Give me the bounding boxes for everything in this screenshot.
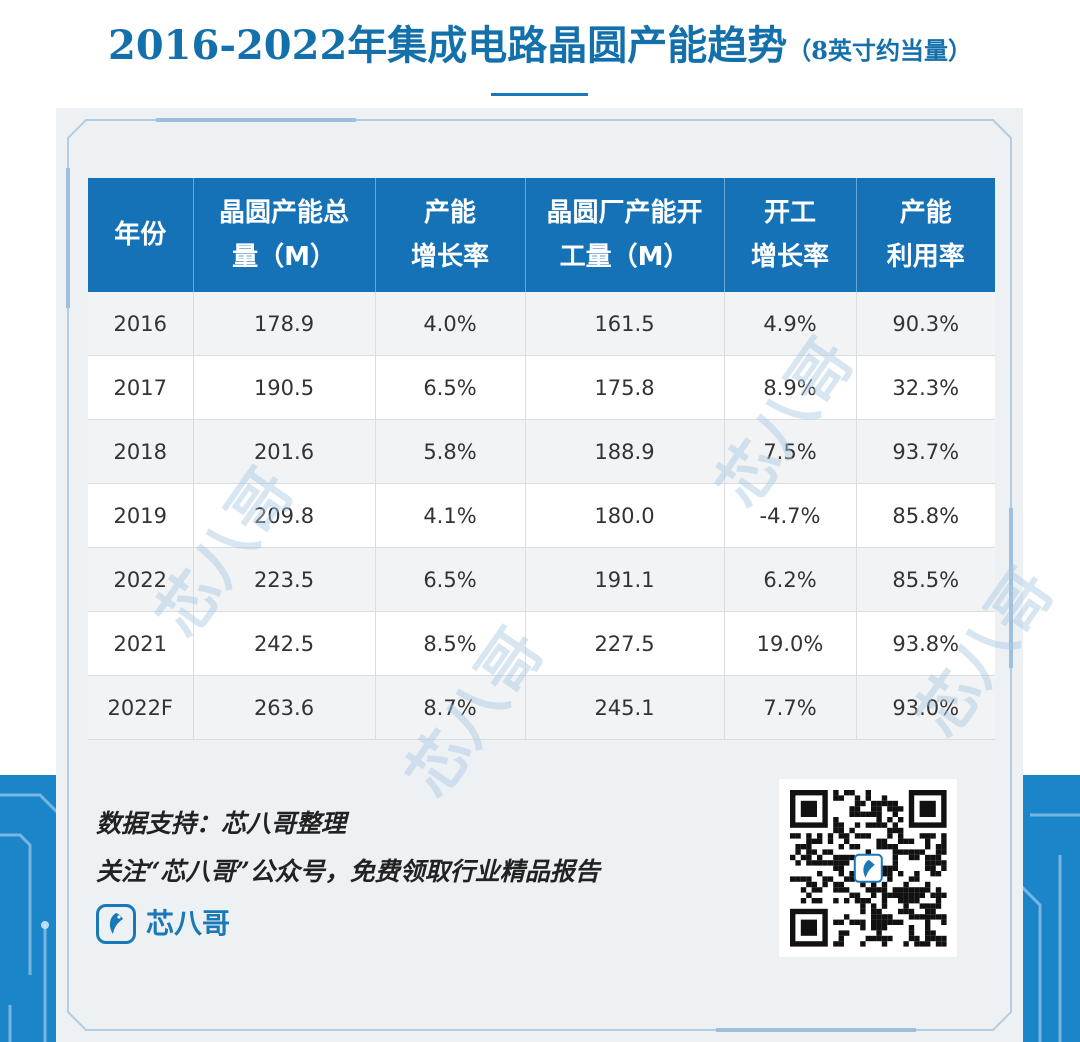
bird-logo-icon [96, 904, 136, 944]
cell-year: 2022 [88, 547, 194, 612]
cell-total-capacity: 178.9 [193, 292, 376, 356]
page-title: 2016-2022年集成电路晶圆产能趋势（8英寸约当量） [0, 18, 1080, 79]
cell-total-capacity: 242.5 [193, 611, 376, 676]
cell-utilization: 85.8% [856, 483, 995, 548]
cell-total-capacity: 190.5 [193, 355, 376, 420]
header-total-capacity: 晶圆产能总 量（M） [193, 178, 376, 292]
card-frame-icon [66, 118, 1013, 1032]
table-row: 2021 242.5 8.5% 227.5 19.0% 93.8% [88, 611, 995, 676]
cell-fab-output: 227.5 [525, 611, 725, 676]
cell-utilization: 93.8% [856, 611, 995, 676]
cell-capacity-growth: 4.0% [375, 292, 526, 356]
cell-total-capacity: 201.6 [193, 419, 376, 484]
title-underline [491, 93, 588, 96]
cell-output-growth: 19.0% [724, 611, 857, 676]
cell-year: 2019 [88, 483, 194, 548]
cell-utilization: 85.5% [856, 547, 995, 612]
capacity-table: 年份 晶圆产能总 量（M） 产能 增长率 晶圆厂产能开 工量（M） 开工 增长率 产能利… [88, 178, 995, 740]
cell-year: 2021 [88, 611, 194, 676]
cell-year: 2017 [88, 355, 194, 420]
cell-utilization: 32.3% [856, 355, 995, 420]
table-header-row: 年份 晶圆产能总 量（M） 产能 增长率 晶圆厂产能开 工量（M） 开工 增长率 产能利… [88, 178, 995, 292]
cell-year: 2016 [88, 292, 194, 356]
qr-code-icon [779, 779, 957, 957]
cell-utilization: 93.0% [856, 675, 995, 740]
table-row: 2022 223.5 6.5% 191.1 6.2% 85.5% [88, 547, 995, 612]
cell-output-growth: 7.5% [724, 419, 857, 484]
cell-year: 2022F [88, 675, 194, 740]
cell-fab-output: 191.1 [525, 547, 725, 612]
cell-capacity-growth: 6.5% [375, 547, 526, 612]
brand-name: 芯八哥 [146, 907, 231, 940]
cell-total-capacity: 223.5 [193, 547, 376, 612]
cell-fab-output: 175.8 [525, 355, 725, 420]
header-fab-output: 晶圆厂产能开 工量（M） [525, 178, 725, 292]
cell-utilization: 93.7% [856, 419, 995, 484]
cell-output-growth: 6.2% [724, 547, 857, 612]
cell-capacity-growth: 8.7% [375, 675, 526, 740]
table-row: 2018 201.6 5.8% 188.9 7.5% 93.7% [88, 419, 995, 484]
table-row: 2016 178.9 4.0% 161.5 4.9% 90.3% [88, 292, 995, 356]
cell-fab-output: 188.9 [525, 419, 725, 484]
table-row: 2017 190.5 6.5% 175.8 8.9% 32.3% [88, 355, 995, 420]
cell-output-growth: 4.9% [724, 292, 857, 356]
brand-logo: 芯八哥 [96, 900, 256, 952]
cell-output-growth: -4.7% [724, 483, 857, 548]
header-capacity-growth: 产能 增长率 [375, 178, 526, 292]
header-output-growth: 开工 增长率 [724, 178, 857, 292]
follow-note: 关注“芯八哥”公众号，免费领取行业精品报告 [96, 857, 600, 886]
cell-capacity-growth: 6.5% [375, 355, 526, 420]
cell-fab-output: 180.0 [525, 483, 725, 548]
table-row: 2019 209.8 4.1% 180.0 -4.7% 85.8% [88, 483, 995, 548]
cell-capacity-growth: 4.1% [375, 483, 526, 548]
title-main: 2016-2022年集成电路晶圆产能趋势 [108, 22, 788, 69]
cell-capacity-growth: 5.8% [375, 419, 526, 484]
cell-output-growth: 7.7% [724, 675, 857, 740]
title-subtitle: （8英寸约当量） [787, 36, 972, 65]
cell-output-growth: 8.9% [724, 355, 857, 420]
table-row: 2022F 263.6 8.7% 245.1 7.7% 93.0% [88, 675, 995, 740]
cell-fab-output: 161.5 [525, 292, 725, 356]
cell-fab-output: 245.1 [525, 675, 725, 740]
cell-total-capacity: 263.6 [193, 675, 376, 740]
header-utilization: 产能 利用率 [856, 178, 995, 292]
source-note: 数据支持：芯八哥整理 [96, 809, 347, 838]
header-year: 年份 [88, 178, 194, 292]
cell-utilization: 90.3% [856, 292, 995, 356]
cell-total-capacity: 209.8 [193, 483, 376, 548]
cell-year: 2018 [88, 419, 194, 484]
cell-capacity-growth: 8.5% [375, 611, 526, 676]
